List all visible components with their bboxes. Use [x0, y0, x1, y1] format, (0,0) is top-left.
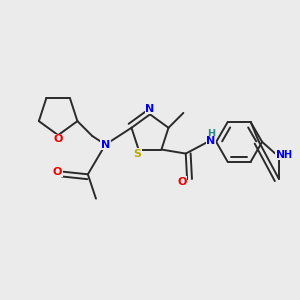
Text: N: N [276, 150, 285, 160]
Text: H: H [207, 129, 215, 139]
Text: N: N [206, 136, 215, 146]
Text: H: H [284, 150, 292, 161]
Text: O: O [178, 177, 187, 187]
Text: N: N [101, 140, 110, 150]
Text: N: N [146, 104, 154, 114]
Text: O: O [52, 167, 62, 177]
Text: O: O [53, 134, 63, 144]
Text: S: S [133, 148, 141, 159]
